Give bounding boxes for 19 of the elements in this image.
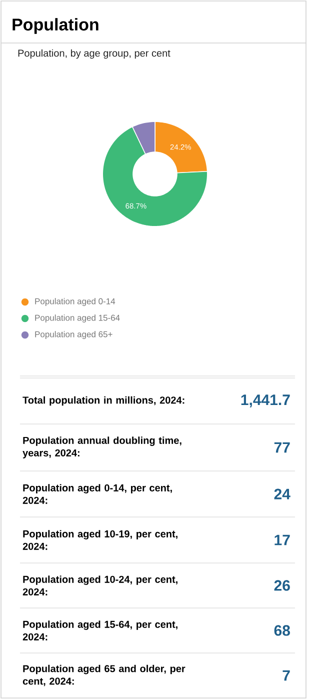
text: 77	[274, 442, 290, 453]
text: 26	[274, 580, 290, 591]
legend-label: Population aged 65+	[35, 331, 112, 339]
text: Population aged 65 and older, per cent, 2024:	[22, 664, 186, 686]
text: Population aged 15-64, per cent, 2024:	[22, 620, 178, 640]
text: Population annual doubling time, years, 2024:	[22, 436, 182, 458]
chart-subtitle: Population, by age group, per cent	[18, 49, 170, 59]
text: 17	[274, 534, 290, 546]
text: Population aged 10-24, per cent, 2024:	[22, 576, 178, 596]
text: Population aged 0-14, per cent, 2024:	[22, 484, 172, 504]
text: Population aged 10-19, per cent, 2024:	[22, 530, 178, 550]
text: 1,441.7	[241, 394, 290, 408]
chart-title: Population	[12, 18, 98, 34]
text: 7	[282, 670, 290, 681]
legend-label: Population aged 0-14	[35, 298, 116, 306]
text: 68	[274, 625, 290, 636]
text: Total population in millions, 2024:	[22, 396, 184, 406]
legend-label: Population aged 15-64	[35, 314, 120, 322]
text: 24	[274, 488, 290, 500]
